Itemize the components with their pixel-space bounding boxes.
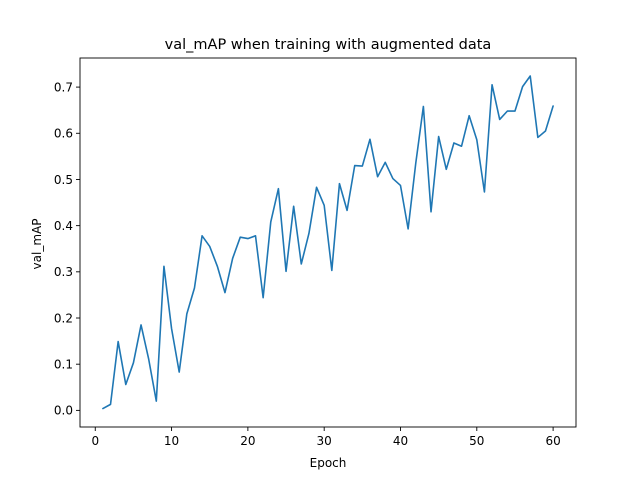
x-tick-label: 30: [317, 434, 332, 448]
axes-frame: [79, 57, 577, 428]
y-tick-label: 0.3: [54, 265, 73, 279]
y-tick-label: 0.4: [54, 219, 73, 233]
x-axis-label: Epoch: [310, 456, 347, 470]
x-tick-label: 10: [164, 434, 179, 448]
x-tick-label: 0: [91, 434, 99, 448]
chart-title: val_mAP when training with augmented dat…: [165, 37, 492, 53]
series-line-0: [102, 75, 554, 410]
x-tick-label: 50: [469, 434, 484, 448]
y-tick-label: 0.7: [54, 80, 73, 94]
y-tick-label: 0.5: [54, 173, 73, 187]
y-tick-label: 0.0: [54, 404, 73, 418]
y-tick-label: 0.6: [54, 127, 73, 141]
x-axis: 0 10 20 30 40 50 60: [91, 427, 561, 448]
y-axis-label: val_mAP: [30, 219, 44, 270]
x-tick-label: 60: [545, 434, 560, 448]
x-tick-label: 20: [240, 434, 255, 448]
y-tick-label: 0.1: [54, 357, 73, 371]
x-tick-label: 40: [393, 434, 408, 448]
y-axis: 0.0 0.1 0.2 0.3 0.4 0.5 0.6 0.7: [54, 80, 80, 418]
y-tick-label: 0.2: [54, 311, 73, 325]
plot-area: [79, 57, 577, 428]
